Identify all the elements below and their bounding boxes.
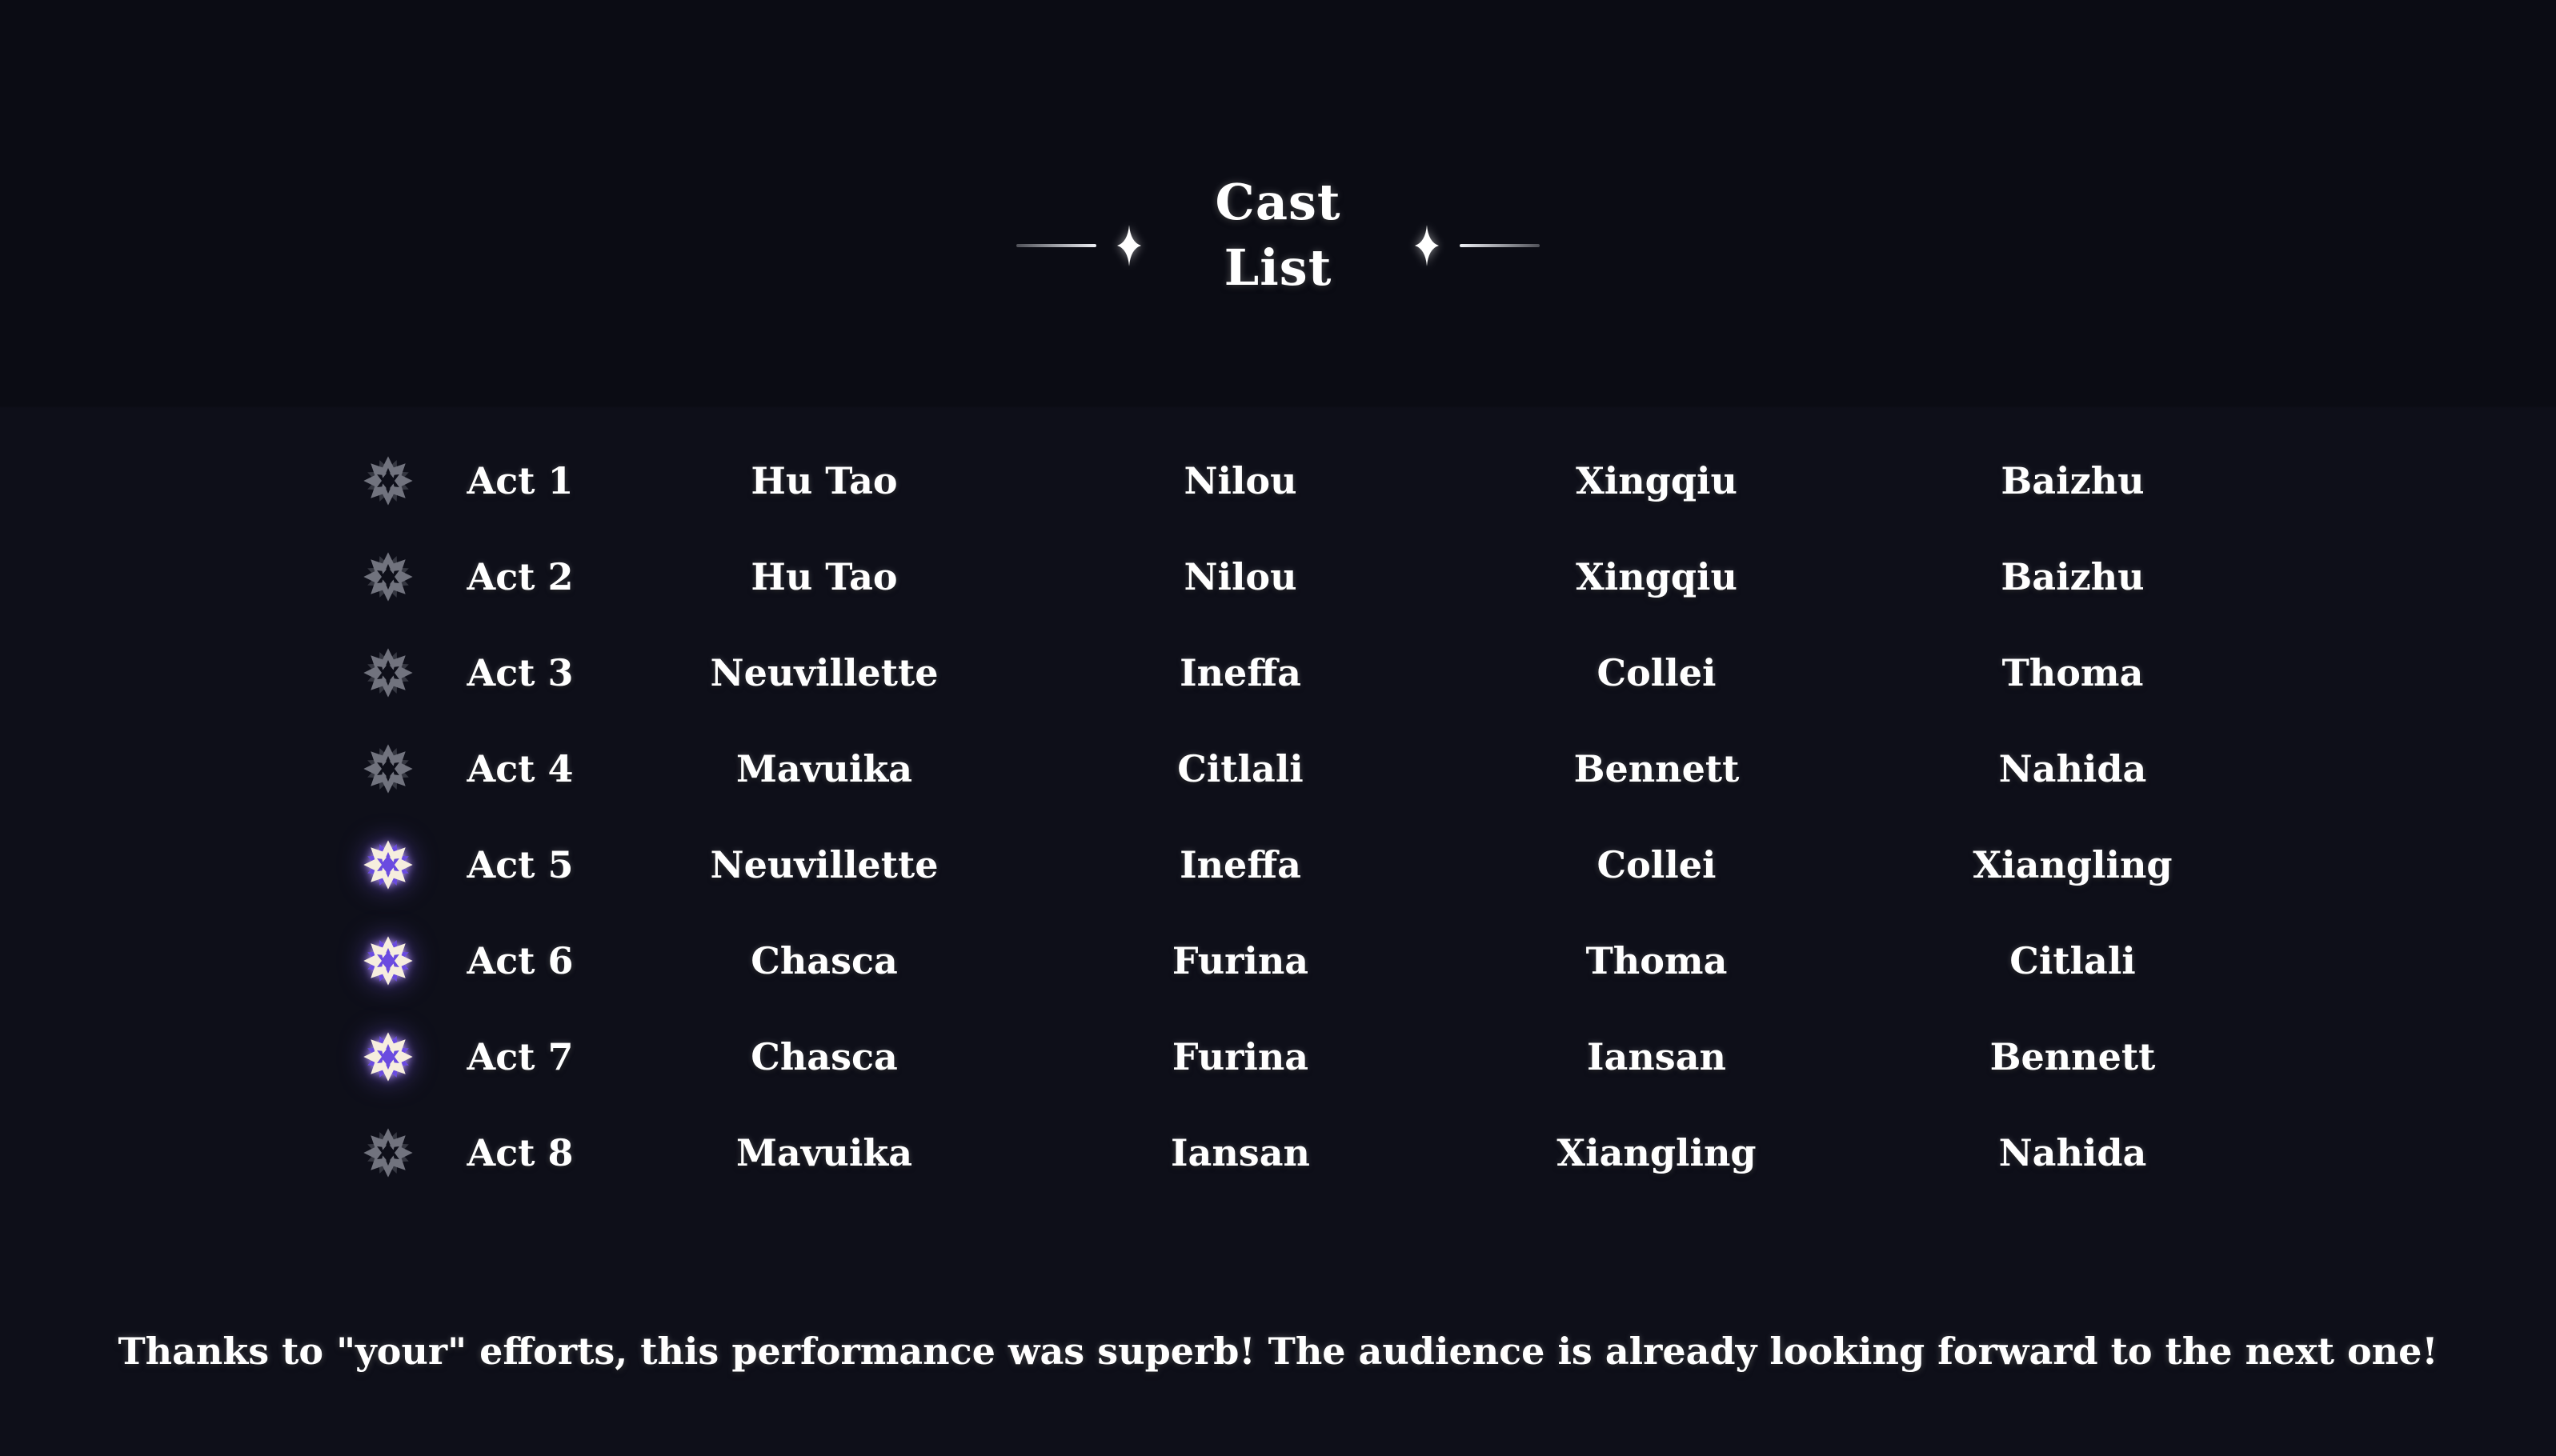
cast-member-name: Nilou bbox=[1184, 459, 1297, 502]
ornament-line-icon bbox=[1016, 244, 1097, 247]
cast-member-name: Citlali bbox=[2009, 939, 2136, 982]
cast-member-name: Mavuika bbox=[735, 1131, 913, 1174]
act-label: Act 7 bbox=[467, 1035, 574, 1078]
sparkle-icon bbox=[1414, 225, 1439, 266]
cast-member-name: Nilou bbox=[1184, 555, 1297, 598]
cast-member-name: Thoma bbox=[2001, 651, 2144, 694]
act-star-icon bbox=[363, 647, 414, 698]
cast-member-name: Chasca bbox=[751, 1035, 898, 1078]
act-label: Act 1 bbox=[467, 459, 574, 502]
act-label: Act 8 bbox=[467, 1131, 574, 1174]
table-row: Act 4 Mavuika Citlali Bennett Nahida bbox=[352, 721, 2281, 817]
cast-member-name: Ineffa bbox=[1180, 651, 1301, 694]
cast-member-name: Iansan bbox=[1171, 1131, 1310, 1174]
table-row: Act 8 Mavuika Iansan Xiangling Nahida bbox=[352, 1105, 2281, 1201]
table-row: Act 2 Hu Tao Nilou Xingqiu Baizhu bbox=[352, 529, 2281, 625]
cast-member-name: Nahida bbox=[1998, 1131, 2147, 1174]
cast-member-name: Neuvillette bbox=[710, 843, 939, 886]
cast-member-name: Chasca bbox=[751, 939, 898, 982]
page-title: Cast List bbox=[1215, 170, 1340, 301]
footer: Thanks to "your" efforts, this performan… bbox=[0, 1323, 2556, 1379]
title-block: Cast List bbox=[0, 170, 2556, 301]
act-star-icon bbox=[363, 455, 414, 506]
cast-member-name: Bennett bbox=[1573, 747, 1740, 790]
act-label: Act 4 bbox=[467, 747, 574, 790]
act-label: Act 3 bbox=[467, 651, 574, 694]
cast-member-name: Furina bbox=[1172, 939, 1309, 982]
cast-member-name: Neuvillette bbox=[710, 651, 939, 694]
table-row: Act 6 Chasca Furina Thoma Citlali bbox=[352, 913, 2281, 1009]
cast-table: Act 1 Hu Tao Nilou Xingqiu Baizhu Act 2 … bbox=[352, 433, 2281, 1201]
cast-member-name: Hu Tao bbox=[751, 459, 898, 502]
table-row: Act 3 Neuvillette Ineffa Collei Thoma bbox=[352, 625, 2281, 721]
cast-member-name: Baizhu bbox=[2001, 555, 2145, 598]
cast-member-name: Mavuika bbox=[735, 747, 913, 790]
cast-member-name: Collei bbox=[1596, 843, 1717, 886]
cast-member-name: Citlali bbox=[1177, 747, 1304, 790]
cast-member-name: Thoma bbox=[1585, 939, 1728, 982]
cast-member-name: Bennett bbox=[1989, 1035, 2156, 1078]
cast-member-name: Xingqiu bbox=[1576, 555, 1737, 598]
table-row: Act 1 Hu Tao Nilou Xingqiu Baizhu bbox=[352, 433, 2281, 529]
act-star-icon bbox=[363, 1127, 414, 1178]
act-label: Act 6 bbox=[467, 939, 574, 982]
sparkle-icon bbox=[1117, 225, 1142, 266]
page-title-line-2: List bbox=[1224, 238, 1332, 297]
page-title-line-1: Cast bbox=[1215, 173, 1341, 231]
cast-member-name: Ineffa bbox=[1180, 843, 1301, 886]
act-label: Act 5 bbox=[467, 843, 574, 886]
title-ornament-left bbox=[1016, 224, 1142, 267]
cast-member-name: Nahida bbox=[1998, 747, 2147, 790]
act-star-icon bbox=[363, 743, 414, 794]
cast-member-name: Furina bbox=[1172, 1035, 1309, 1078]
act-star-icon bbox=[363, 551, 414, 602]
title-ornament-right bbox=[1414, 224, 1540, 267]
cast-member-name: Iansan bbox=[1587, 1035, 1726, 1078]
act-star-icon bbox=[363, 1031, 414, 1082]
act-star-icon bbox=[363, 839, 414, 890]
table-row: Act 7 Chasca Furina Iansan Bennett bbox=[352, 1009, 2281, 1105]
cast-member-name: Collei bbox=[1596, 651, 1717, 694]
cast-member-name: Hu Tao bbox=[751, 555, 898, 598]
cast-member-name: Xiangling bbox=[1973, 843, 2173, 886]
table-row: Act 5 Neuvillette Ineffa Collei Xianglin… bbox=[352, 817, 2281, 913]
cast-member-name: Xingqiu bbox=[1576, 459, 1737, 502]
footer-message: Thanks to "your" efforts, this performan… bbox=[118, 1330, 2438, 1373]
act-star-icon bbox=[363, 935, 414, 986]
act-label: Act 2 bbox=[467, 555, 574, 598]
cast-member-name: Baizhu bbox=[2001, 459, 2145, 502]
ornament-line-icon bbox=[1459, 244, 1540, 247]
cast-member-name: Xiangling bbox=[1556, 1131, 1757, 1174]
